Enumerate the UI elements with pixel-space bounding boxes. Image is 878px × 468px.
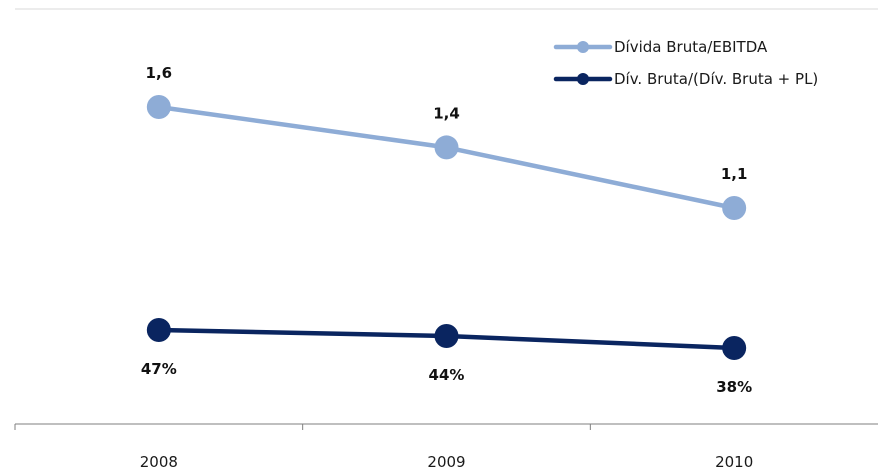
x-axis: 2008 2009 2010 bbox=[14, 423, 878, 468]
data-label: 47% bbox=[141, 360, 177, 378]
data-point bbox=[434, 135, 459, 160]
legend-swatch-marker bbox=[577, 73, 589, 85]
legend-item: Dívida Bruta/EBITDA bbox=[553, 38, 768, 56]
legend: Dívida Bruta/EBITDA Dív. Bruta/(Dív. Brut… bbox=[553, 38, 818, 88]
series-2: 47% 44% 38% bbox=[141, 318, 752, 396]
data-point bbox=[722, 336, 747, 360]
data-label: 1,6 bbox=[146, 64, 173, 82]
legend-label: Dív. Bruta/(Dív. Bruta + PL) bbox=[614, 70, 818, 88]
data-label: 44% bbox=[429, 366, 465, 384]
series-1: 1,6 1,4 1,1 bbox=[146, 64, 748, 220]
data-label: 1,1 bbox=[721, 165, 748, 183]
data-point bbox=[146, 318, 171, 342]
legend-swatch-marker bbox=[577, 41, 589, 53]
data-label: 38% bbox=[716, 378, 752, 396]
data-label: 1,4 bbox=[433, 104, 460, 122]
data-point bbox=[434, 324, 459, 348]
legend-item: Dív. Bruta/(Dív. Bruta + PL) bbox=[553, 70, 818, 88]
data-point bbox=[146, 95, 171, 119]
data-point bbox=[722, 196, 747, 220]
x-tick-label: 2008 bbox=[140, 453, 178, 468]
series-layer: 1,6 1,4 1,1 47% 44% 38% bbox=[141, 64, 752, 396]
x-tick-label: 2009 bbox=[427, 453, 465, 468]
x-tick-label: 2010 bbox=[715, 453, 753, 468]
legend-label: Dívida Bruta/EBITDA bbox=[614, 38, 768, 56]
